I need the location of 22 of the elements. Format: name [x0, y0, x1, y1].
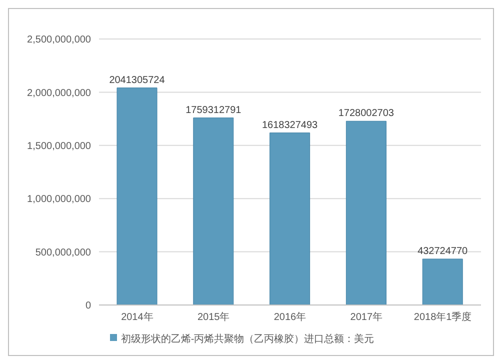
- bar: [346, 120, 386, 305]
- data-label: 2041305724: [109, 74, 166, 86]
- y-tick-label: 500,000,000: [35, 247, 92, 258]
- bar: [116, 88, 158, 305]
- bar: [193, 118, 234, 305]
- x-tick-label: 2014年: [121, 311, 154, 324]
- data-label: 1728002703: [338, 108, 394, 120]
- y-tick-label: 0: [85, 300, 92, 312]
- x-tick-label: 2018年1季度: [414, 311, 472, 324]
- x-tick-label: 2015年: [197, 311, 230, 324]
- data-label: 1759312791: [186, 104, 242, 116]
- legend-label: 初级形状的乙烯-丙烯共聚物（乙丙橡胶）进口总额：美元: [120, 334, 374, 345]
- y-tick-label: 1,000,000,000: [27, 194, 92, 206]
- data-label: 432724770: [418, 246, 468, 257]
- bar: [422, 258, 463, 305]
- bar: [270, 132, 310, 305]
- x-tick-label: 2017年: [350, 311, 383, 324]
- y-tick-label: 2,000,000,000: [27, 88, 92, 99]
- x-tick-label: 2016年: [274, 311, 306, 324]
- data-label: 1618327493: [262, 120, 318, 131]
- y-tick-label: 2,500,000,000: [27, 34, 92, 46]
- y-tick-label: 1,500,000,000: [27, 140, 92, 152]
